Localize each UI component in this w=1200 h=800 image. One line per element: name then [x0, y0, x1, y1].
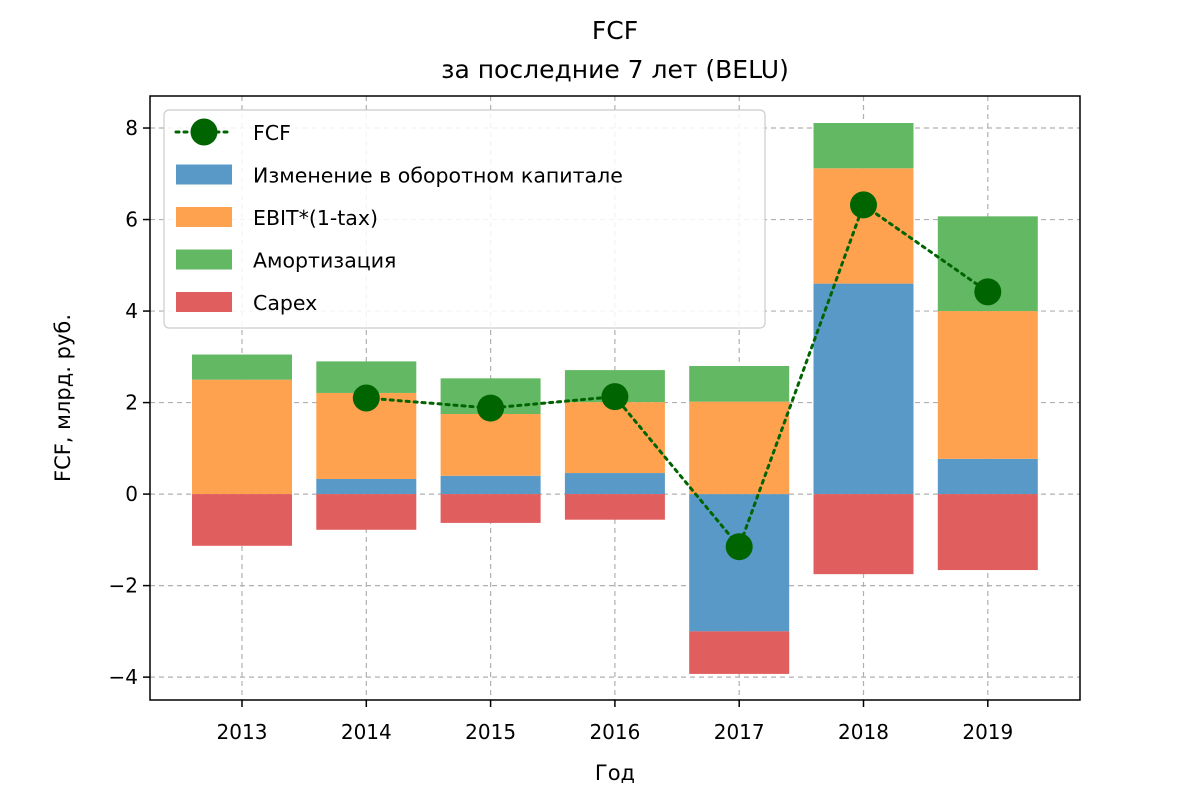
bar-2018-series-3 — [813, 494, 914, 575]
fcf-point-2014 — [352, 384, 380, 412]
legend-swatch — [176, 292, 232, 312]
y-tick-label: 2 — [125, 391, 138, 415]
bar-2019-series-1 — [937, 311, 1038, 459]
y-tick-label: −4 — [109, 665, 138, 689]
bar-2019-series-0 — [937, 458, 1038, 495]
bar-2018-series-0 — [813, 283, 914, 495]
bar-2016-series-3 — [564, 494, 665, 520]
legend-swatch — [176, 207, 232, 227]
fcf-point-2016 — [601, 383, 629, 411]
bar-2014-series-0 — [316, 478, 417, 495]
x-tick-label: 2014 — [341, 720, 392, 744]
bar-2013-series-2 — [192, 354, 292, 380]
bar-2019-series-3 — [937, 494, 1038, 571]
legend-label: EBIT*(1-tax) — [253, 206, 378, 230]
bar-2017-series-0 — [689, 494, 790, 632]
bar-2017-series-3 — [689, 631, 790, 674]
bar-2015-series-0 — [440, 475, 541, 495]
legend-marker-swatch — [190, 118, 218, 146]
legend-label: FCF — [253, 121, 291, 145]
y-tick-label: 4 — [125, 299, 138, 323]
y-tick-label: 0 — [125, 482, 138, 506]
bar-2016-series-1 — [564, 402, 665, 474]
chart-title: FCF — [592, 16, 638, 45]
bar-2013-series-1 — [192, 379, 292, 495]
legend-swatch — [176, 164, 232, 185]
fcf-point-2015 — [477, 394, 505, 422]
y-axis-ticks: −4 −2 0 2 4 6 8 — [109, 116, 150, 689]
fcf-point-2018 — [850, 191, 877, 219]
x-tick-label: 2016 — [589, 720, 640, 744]
bar-2015-series-3 — [440, 494, 541, 523]
x-tick-label: 2013 — [217, 720, 268, 744]
y-tick-label: 6 — [125, 208, 138, 232]
bar-2018-series-1 — [813, 168, 914, 284]
bar-2017-series-1 — [689, 401, 790, 495]
y-axis-label: FCF, млрд. руб. — [51, 314, 75, 482]
legend-swatch — [176, 249, 232, 270]
legend-label: Изменение в оборотном капитале — [253, 164, 623, 188]
legend-box — [163, 109, 766, 329]
bar-2017-series-2 — [689, 365, 790, 402]
bars — [192, 122, 1038, 674]
legend: FCF Изменение в оборотном капитале EBIT*(1… — [163, 109, 766, 329]
x-tick-label: 2018 — [838, 720, 889, 744]
x-tick-label: 2019 — [962, 720, 1013, 744]
fcf-point-2017 — [725, 533, 753, 561]
x-tick-label: 2015 — [465, 720, 516, 744]
x-axis-ticks: 2013 2014 2015 2016 2017 2018 2019 — [217, 700, 1013, 744]
legend-label: Амортизация — [253, 249, 396, 273]
chart-subtitle: за последние 7 лет (BELU) — [441, 55, 789, 84]
x-tick-label: 2017 — [714, 720, 765, 744]
bar-2015-series-1 — [440, 414, 541, 476]
bar-2014-series-3 — [316, 494, 417, 530]
legend-label: Capex — [253, 291, 317, 315]
y-tick-label: 8 — [125, 116, 138, 140]
fcf-point-2019 — [974, 278, 1002, 306]
bar-2018-series-2 — [813, 122, 914, 169]
y-tick-label: −2 — [109, 574, 138, 598]
x-axis-label: Год — [595, 761, 635, 785]
bar-2016-series-0 — [564, 473, 665, 495]
bar-2013-series-3 — [192, 494, 292, 546]
fcf-line — [364, 202, 990, 550]
fcf-line-series — [352, 191, 1002, 561]
